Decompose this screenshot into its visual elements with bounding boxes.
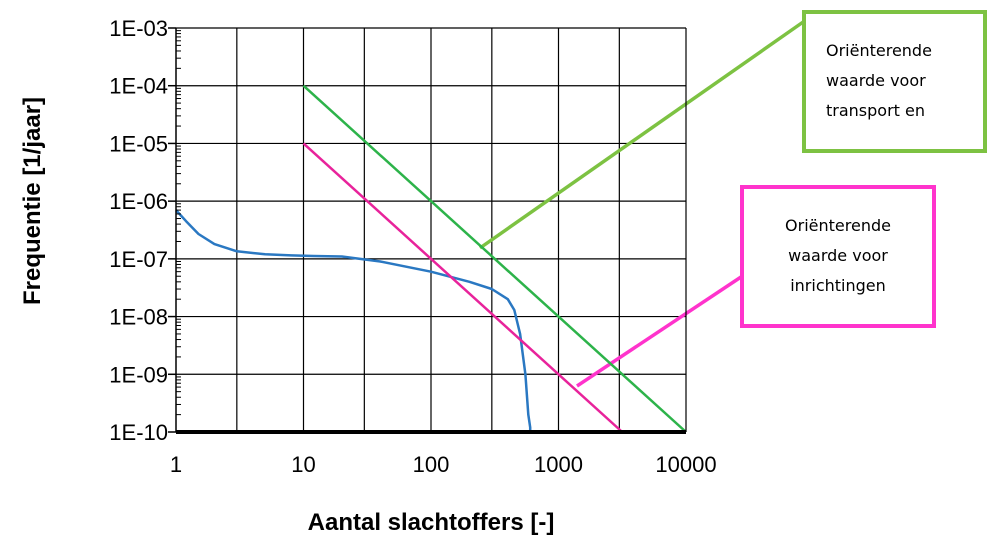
annotation-inrichtingen-line-3: inrichtingen [790, 276, 886, 295]
y-tick-label: 1E-05 [109, 131, 168, 156]
chart-series [175, 84, 687, 433]
y-tick-label: 1E-06 [109, 189, 168, 214]
x-tick-label: 10 [291, 452, 315, 477]
inrichtingen-limit-line [302, 142, 624, 433]
plot-frame [168, 27, 687, 434]
fn-curve-line [175, 209, 532, 432]
annotation-transport-line-1: Oriënterende [826, 41, 932, 60]
annotation-inrichtingen-box: Oriënterende waarde voor inrichtingen [740, 185, 936, 328]
y-tick-label: 1E-10 [109, 420, 168, 445]
y-tick-label: 1E-07 [109, 247, 168, 272]
annotation-transport-line-3: transport en [826, 101, 925, 120]
chart-grid [176, 28, 686, 432]
x-tick-label: 100 [413, 452, 450, 477]
annotation-inrichtingen-line-1: Oriënterende [785, 216, 891, 235]
annotation-transport-line-2: waarde voor [826, 71, 926, 90]
annotation-transport-box: Oriënterende waarde voor transport en [802, 10, 987, 153]
x-tick-labels: 1 10 100 1000 10000 [170, 452, 717, 477]
y-tick-labels: 1E-03 1E-04 1E-05 1E-06 1E-07 1E-08 1E-09 1E-10 [109, 16, 168, 445]
x-tick-label: 1000 [534, 452, 583, 477]
y-tick-label: 1E-03 [109, 16, 168, 41]
y-tick-label: 1E-08 [109, 305, 168, 330]
x-axis-title: Aantal slachtoffers [-] [308, 509, 555, 536]
y-tick-label: 1E-04 [109, 74, 168, 99]
annotation-inrichtingen-pointer [576, 273, 745, 388]
x-tick-label: 10000 [655, 452, 716, 477]
annotation-inrichtingen-line-2: waarde voor [788, 246, 888, 265]
x-tick-label: 1 [170, 452, 182, 477]
annotation-transport-pointer [478, 18, 808, 250]
y-axis-title: Frequentie [1/jaar] [19, 97, 46, 305]
transport-limit-line [302, 84, 687, 433]
annotation-pointers [478, 18, 808, 388]
y-tick-label: 1E-09 [109, 362, 168, 387]
